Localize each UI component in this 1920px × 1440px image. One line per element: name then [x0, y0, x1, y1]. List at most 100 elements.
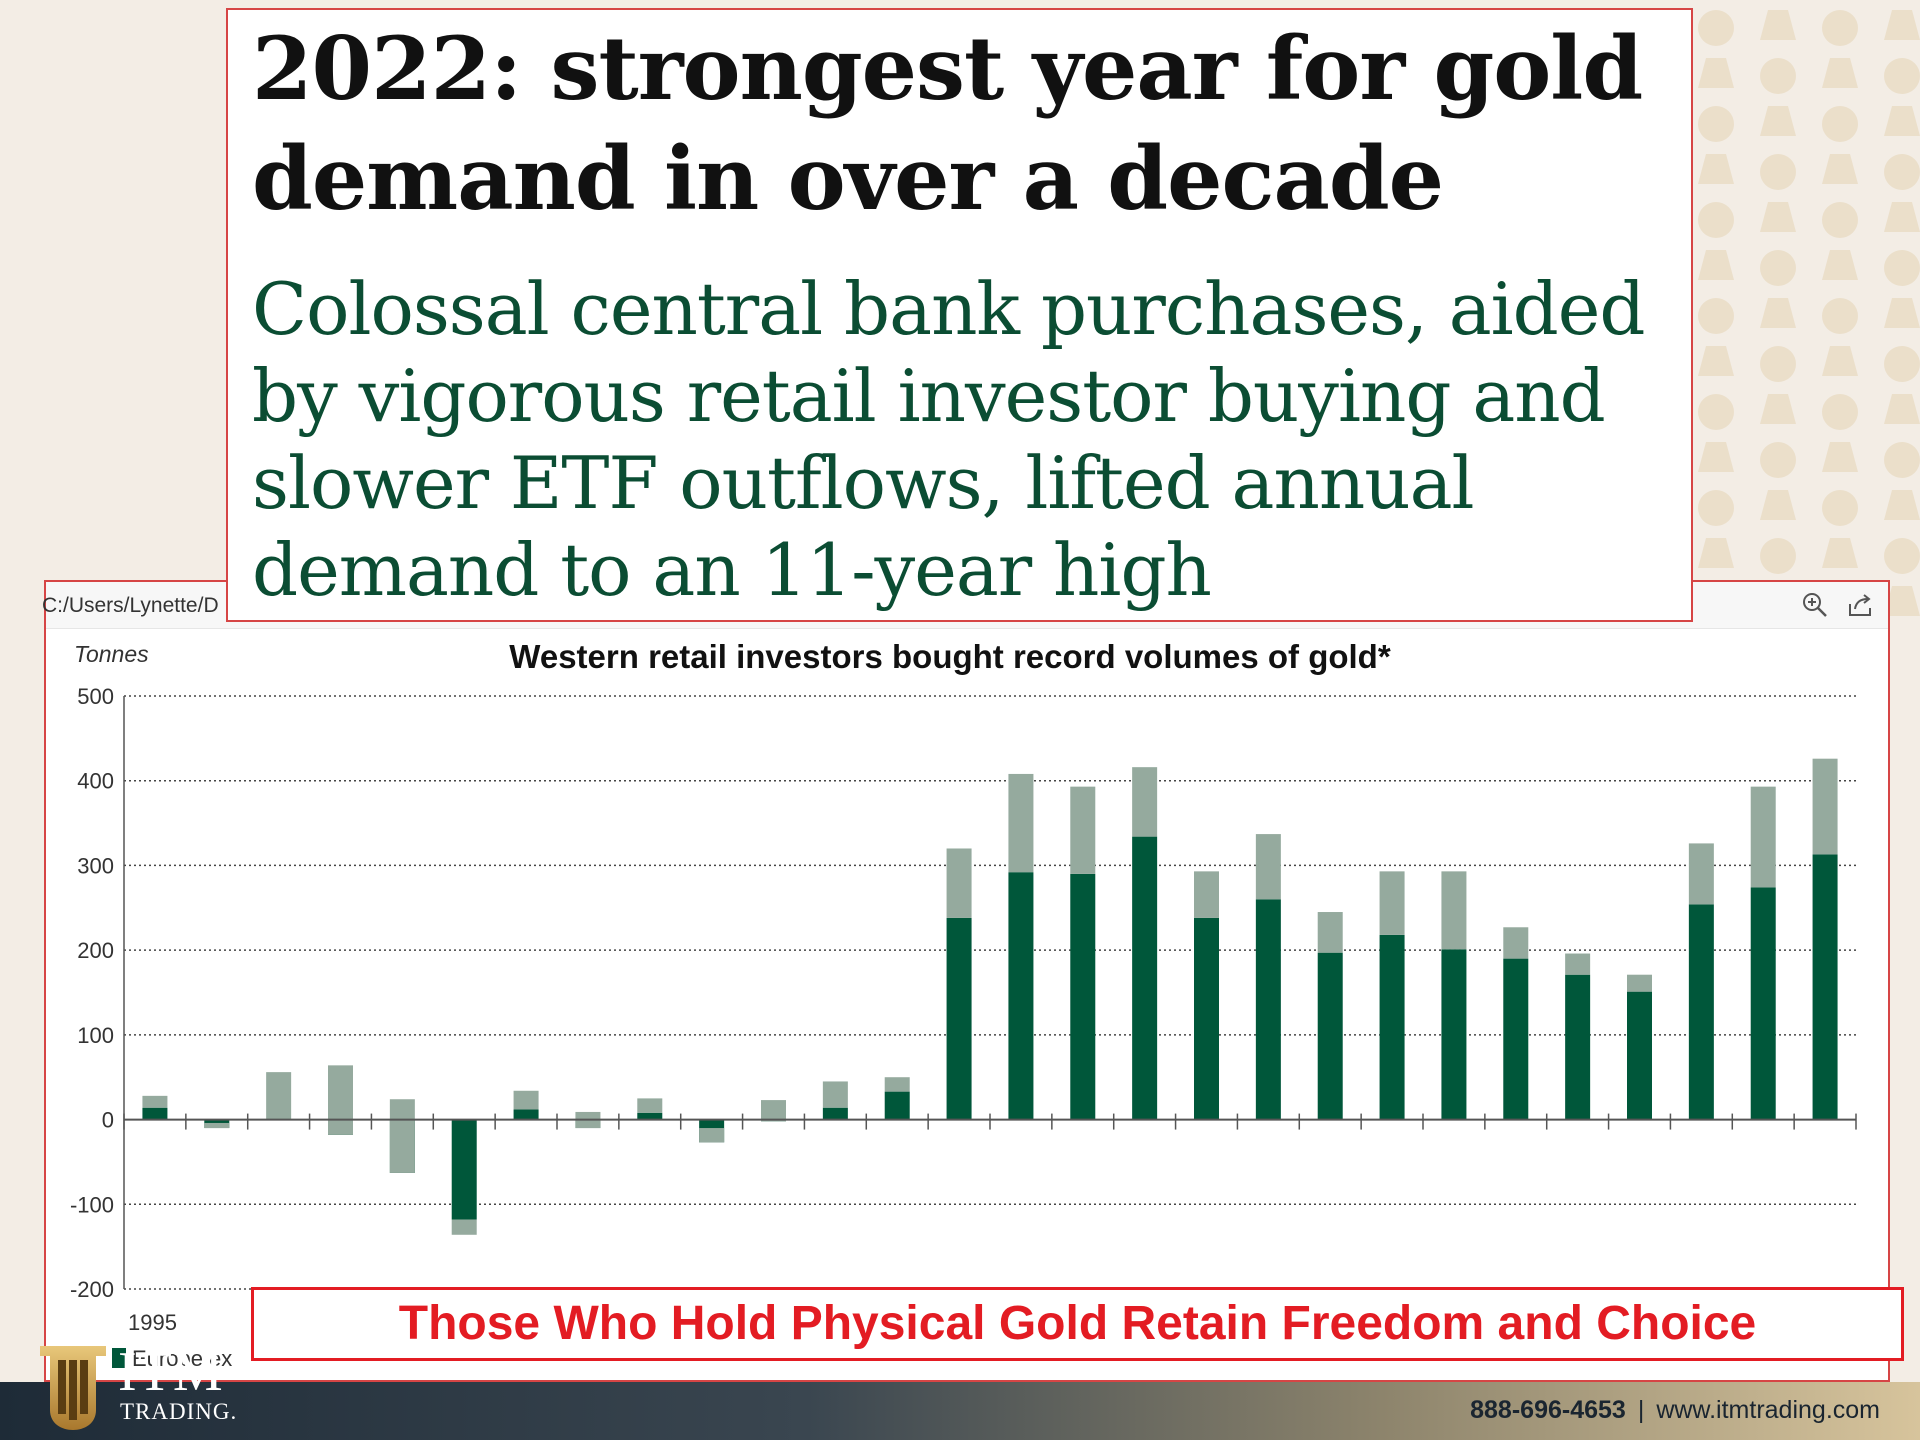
chart-title: Western retail investors bought record v… [509, 638, 1391, 675]
bar-dark-2001 [513, 1109, 539, 1120]
bar-dark-1995 [142, 1107, 168, 1120]
y-tick-label: -100 [70, 1192, 114, 1217]
bar-light-1999 [389, 1099, 415, 1173]
share-icon[interactable] [1846, 590, 1876, 620]
itm-logo-icon [40, 1346, 106, 1430]
pattern-bar [1822, 250, 1858, 280]
pattern-bar [1822, 346, 1858, 376]
pattern-dot [1760, 538, 1796, 574]
y-tick-label: 300 [77, 853, 114, 878]
bar-dark-2015 [1379, 934, 1405, 1120]
bar-light-2017 [1503, 927, 1529, 959]
bar-light-2004 [699, 1128, 725, 1143]
background-pattern [1690, 0, 1920, 640]
y-tick-label: -200 [70, 1277, 114, 1302]
pattern-dot [1698, 202, 1734, 238]
bar-dark-2018 [1565, 974, 1591, 1120]
bar-light-2006 [822, 1081, 848, 1108]
pattern-bar [1760, 10, 1796, 40]
pattern-bar [1884, 106, 1920, 136]
pattern-dot [1698, 10, 1734, 46]
bar-light-2020 [1688, 843, 1714, 905]
slogan-banner: Those Who Hold Physical Gold Retain Free… [251, 1287, 1904, 1361]
bar-light-2022 [1812, 758, 1838, 855]
bar-light-2011 [1132, 767, 1158, 837]
pattern-bar [1760, 298, 1796, 328]
y-tick-label: 500 [77, 684, 114, 709]
y-tick-label: 100 [77, 1023, 114, 1048]
bar-dark-2010 [1070, 873, 1096, 1120]
legend-swatch [112, 1348, 126, 1368]
footer-bar: 888-696-4653 | www.itmtrading.com [0, 1382, 1920, 1440]
pattern-bar [1698, 58, 1734, 88]
pattern-dot [1822, 202, 1858, 238]
bar-light-2018 [1565, 953, 1591, 975]
pattern-dot [1884, 442, 1920, 478]
bar-dark-2021 [1750, 887, 1776, 1120]
phone-number[interactable]: 888-696-4653 [1470, 1396, 1626, 1424]
pattern-bar [1698, 442, 1734, 472]
bar-light-1996 [204, 1122, 230, 1129]
bar-light-2010 [1070, 786, 1096, 874]
bar-dark-2019 [1627, 991, 1652, 1120]
bar-dark-2003 [637, 1112, 663, 1120]
pattern-bar [1760, 106, 1796, 136]
bar-dark-2016 [1441, 949, 1467, 1120]
pattern-dot [1822, 106, 1858, 142]
pattern-dot [1760, 250, 1796, 286]
pattern-bar [1822, 154, 1858, 184]
footer-separator: | [1637, 1396, 1645, 1424]
pattern-bar [1884, 10, 1920, 40]
headline-subtitle: Colossal central bank purchases, aided b… [252, 267, 1645, 612]
bar-dark-2000 [451, 1119, 477, 1220]
pattern-dot [1822, 490, 1858, 526]
legend-label: Europe ex [132, 1346, 232, 1371]
pattern-bar [1884, 586, 1920, 616]
pattern-bar [1884, 298, 1920, 328]
pattern-dot [1760, 58, 1796, 94]
y-tick-label: 0 [102, 1108, 114, 1133]
pattern-dot [1760, 154, 1796, 190]
bar-light-1997 [266, 1072, 292, 1120]
y-tick-label: 400 [77, 769, 114, 794]
bar-dark-2017 [1503, 958, 1529, 1120]
pattern-bar [1698, 154, 1734, 184]
bar-light-2015 [1379, 871, 1405, 935]
pattern-bar [1884, 394, 1920, 424]
bar-dark-2009 [1008, 872, 1034, 1120]
bar-dark-2013 [1255, 899, 1281, 1120]
bar-light-2007 [884, 1077, 910, 1092]
file-path: C:/Users/Lynette/D [42, 594, 219, 617]
pattern-dot [1822, 298, 1858, 334]
website-link[interactable]: www.itmtrading.com [1656, 1396, 1880, 1424]
pattern-bar [1698, 538, 1734, 568]
bar-dark-2012 [1194, 917, 1219, 1120]
bar-light-2014 [1317, 912, 1343, 953]
bar-light-2001 [513, 1090, 539, 1110]
zoom-in-icon[interactable] [1800, 590, 1830, 620]
bar-light-2008 [946, 848, 972, 918]
pattern-dot [1698, 106, 1734, 142]
bar-light-2016 [1441, 871, 1467, 950]
y-axis-label: Tonnes [74, 641, 149, 667]
bar-light-1995 [142, 1095, 168, 1108]
bar-light-2019 [1627, 974, 1652, 992]
pattern-bar [1698, 346, 1734, 376]
pattern-dot [1884, 154, 1920, 190]
logo-wordmark: ITM [118, 1341, 224, 1403]
bar-light-2021 [1750, 786, 1776, 888]
bar-light-2003 [637, 1098, 663, 1113]
pattern-bar [1698, 250, 1734, 280]
pattern-bar [1822, 58, 1858, 88]
bar-light-2013 [1255, 834, 1281, 900]
headline-card: 2022: strongest year for gold demand in … [226, 8, 1693, 622]
footer-contact: 888-696-4653 | www.itmtrading.com [1470, 1396, 1880, 1425]
pattern-bar [1884, 490, 1920, 520]
pattern-bar [1822, 538, 1858, 568]
pattern-dot [1884, 346, 1920, 382]
pattern-dot [1698, 298, 1734, 334]
bar-dark-2011 [1132, 836, 1158, 1120]
pattern-dot [1822, 394, 1858, 430]
pattern-dot [1884, 538, 1920, 574]
pattern-dot [1698, 490, 1734, 526]
